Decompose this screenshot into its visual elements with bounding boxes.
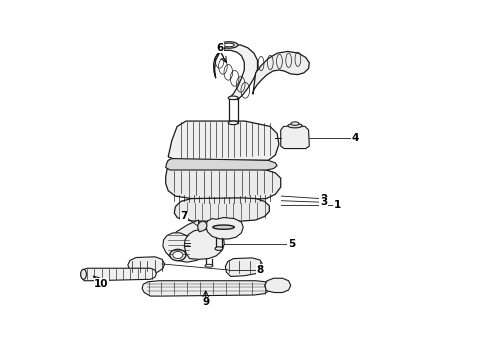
Text: 5: 5 xyxy=(288,239,295,249)
Ellipse shape xyxy=(291,122,299,125)
Polygon shape xyxy=(166,160,281,200)
Ellipse shape xyxy=(173,251,183,258)
Polygon shape xyxy=(81,268,156,281)
Polygon shape xyxy=(142,281,270,296)
Polygon shape xyxy=(184,229,224,259)
Ellipse shape xyxy=(220,42,238,48)
Polygon shape xyxy=(128,257,165,274)
Text: 9: 9 xyxy=(202,297,209,307)
Text: 8: 8 xyxy=(256,265,264,275)
Polygon shape xyxy=(281,126,309,149)
Polygon shape xyxy=(206,217,243,239)
Polygon shape xyxy=(253,51,309,94)
Ellipse shape xyxy=(228,96,238,100)
Text: 3: 3 xyxy=(320,197,327,207)
Polygon shape xyxy=(168,220,207,262)
Polygon shape xyxy=(174,198,270,221)
Text: 6: 6 xyxy=(217,43,223,53)
Ellipse shape xyxy=(228,121,238,125)
Polygon shape xyxy=(198,221,207,232)
Text: 4: 4 xyxy=(351,133,359,143)
Polygon shape xyxy=(168,121,279,160)
Polygon shape xyxy=(225,258,263,276)
Polygon shape xyxy=(214,45,258,100)
Ellipse shape xyxy=(223,43,234,47)
Ellipse shape xyxy=(205,264,213,267)
Ellipse shape xyxy=(81,269,86,279)
Polygon shape xyxy=(265,278,291,293)
Ellipse shape xyxy=(215,247,223,250)
Text: 2: 2 xyxy=(320,194,327,203)
Ellipse shape xyxy=(288,123,302,128)
Text: 1: 1 xyxy=(334,200,341,210)
Ellipse shape xyxy=(213,225,234,229)
Text: 10: 10 xyxy=(94,279,109,289)
Text: 7: 7 xyxy=(181,211,188,221)
Ellipse shape xyxy=(170,249,186,261)
Polygon shape xyxy=(163,233,191,258)
Polygon shape xyxy=(166,158,277,170)
